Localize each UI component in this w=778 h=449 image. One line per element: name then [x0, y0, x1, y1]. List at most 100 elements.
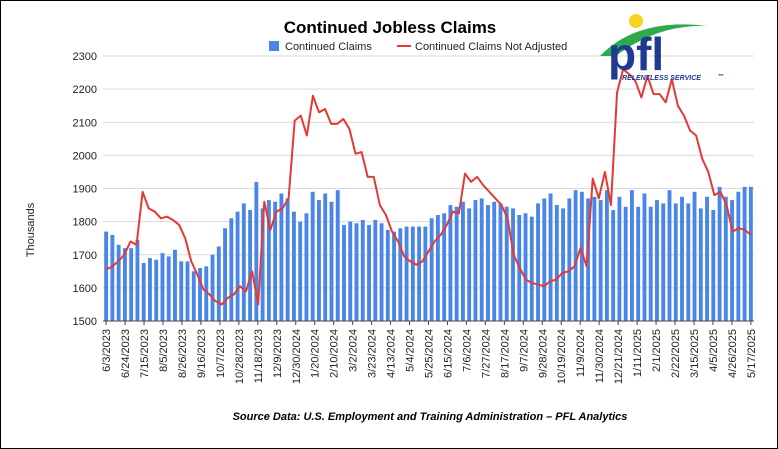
bar — [723, 196, 728, 321]
bar — [548, 193, 553, 321]
bar — [335, 190, 340, 321]
bar — [298, 221, 303, 322]
bar — [536, 203, 540, 321]
bar — [291, 211, 296, 321]
chart-title: Continued Jobless Claims — [284, 18, 497, 37]
bar — [342, 224, 346, 321]
bar — [611, 210, 616, 321]
series-continued-claims — [104, 181, 753, 322]
bar — [717, 186, 722, 321]
bar — [122, 248, 127, 322]
y-tick-label: 1500 — [73, 316, 97, 328]
y-tick-label: 1800 — [73, 217, 97, 229]
bar — [198, 268, 202, 321]
bar — [705, 196, 709, 321]
bar — [554, 205, 559, 321]
bar — [235, 211, 240, 321]
x-tick-label: 8/17/2024 — [499, 329, 511, 378]
bar — [573, 190, 578, 321]
bar — [135, 239, 140, 321]
bar — [323, 193, 328, 321]
x-tick-label: 6/24/2023 — [120, 329, 132, 378]
bar — [417, 226, 422, 321]
x-tick-label: 5/25/2024 — [424, 329, 436, 378]
y-axis-label: Thousands — [25, 202, 37, 257]
x-tick-label: 10/19/2024 — [556, 329, 568, 384]
bar — [479, 198, 484, 321]
x-tick-label: 4/26/2025 — [727, 329, 739, 378]
bar — [304, 213, 309, 321]
x-tick-label: 12/21/2024 — [613, 329, 625, 384]
legend: Continued Claims Continued Claims Not Ad… — [269, 41, 567, 53]
logo-tagline: RELENTLESS SERVICE — [622, 75, 701, 82]
bar — [467, 208, 472, 322]
bar — [617, 196, 622, 321]
bar — [179, 261, 184, 322]
bar — [385, 229, 390, 321]
y-tick-label: 2200 — [73, 84, 97, 96]
x-axis-ticks: 6/3/2023 6/24/2023 7/15/2023 8/5/2023 8/26/2… — [101, 321, 758, 384]
bar — [185, 261, 190, 322]
bar — [429, 218, 434, 321]
bar — [673, 203, 678, 321]
bar — [329, 201, 334, 321]
bar — [154, 259, 159, 321]
x-tick-label: 12/30/2024 — [291, 329, 303, 384]
x-tick-label: 3/2/2024 — [348, 329, 360, 372]
logo-tm: ™ — [718, 73, 724, 80]
bar — [166, 256, 171, 321]
bar — [592, 196, 597, 321]
bar — [223, 228, 227, 321]
bar — [354, 223, 359, 321]
bar — [266, 200, 271, 321]
bar — [216, 246, 221, 321]
x-tick-label: 4/13/2024 — [386, 329, 398, 378]
bar — [379, 223, 384, 321]
bar — [254, 181, 259, 322]
bar — [279, 193, 284, 321]
bar — [742, 186, 747, 321]
x-tick-label: 9/16/2023 — [196, 329, 208, 378]
x-tick-label: 11/9/2024 — [575, 329, 587, 377]
series-continued-claims-not-adjusted — [105, 68, 752, 306]
x-tick-label: 8/5/2023 — [158, 329, 170, 372]
x-tick-label: 9/7/2024 — [518, 329, 530, 372]
x-tick-label: 10/28/2023 — [234, 329, 246, 384]
logo-wordmark: pfl — [608, 28, 664, 80]
logo-sun-icon — [629, 14, 643, 28]
bar — [498, 203, 503, 321]
x-tick-label: 2/22/2025 — [670, 329, 682, 378]
bar — [423, 226, 428, 321]
x-tick-label: 11/18/2023 — [253, 329, 265, 383]
bar — [692, 191, 697, 321]
x-tick-label: 2/1/2025 — [651, 329, 663, 372]
bar — [260, 208, 265, 322]
x-tick-label: 4/5/2025 — [708, 329, 720, 372]
legend-label-bars: Continued Claims — [285, 41, 372, 53]
bar — [310, 191, 315, 321]
x-tick-label: 3/15/2025 — [689, 329, 701, 378]
x-tick-label: 7/27/2024 — [480, 329, 492, 378]
x-tick-label: 2/10/2024 — [329, 329, 341, 378]
bar — [210, 254, 215, 321]
bar — [655, 200, 659, 321]
x-tick-label: 10/7/2023 — [215, 329, 227, 378]
bar — [229, 218, 234, 321]
bar — [598, 200, 603, 321]
x-tick-label: 1/20/2024 — [310, 329, 322, 378]
bar — [360, 219, 365, 321]
bar — [748, 186, 753, 321]
bar — [567, 198, 572, 321]
y-tick-label: 1700 — [73, 250, 97, 262]
bar — [623, 206, 628, 321]
bar — [373, 219, 378, 321]
bar — [523, 213, 528, 321]
bar — [204, 266, 209, 321]
x-tick-label: 5/17/2025 — [746, 329, 758, 378]
y-tick-label: 2100 — [73, 117, 97, 129]
x-tick-label: 7/6/2024 — [461, 329, 473, 372]
bar — [486, 205, 490, 321]
bar — [448, 205, 453, 321]
bar — [160, 253, 165, 321]
